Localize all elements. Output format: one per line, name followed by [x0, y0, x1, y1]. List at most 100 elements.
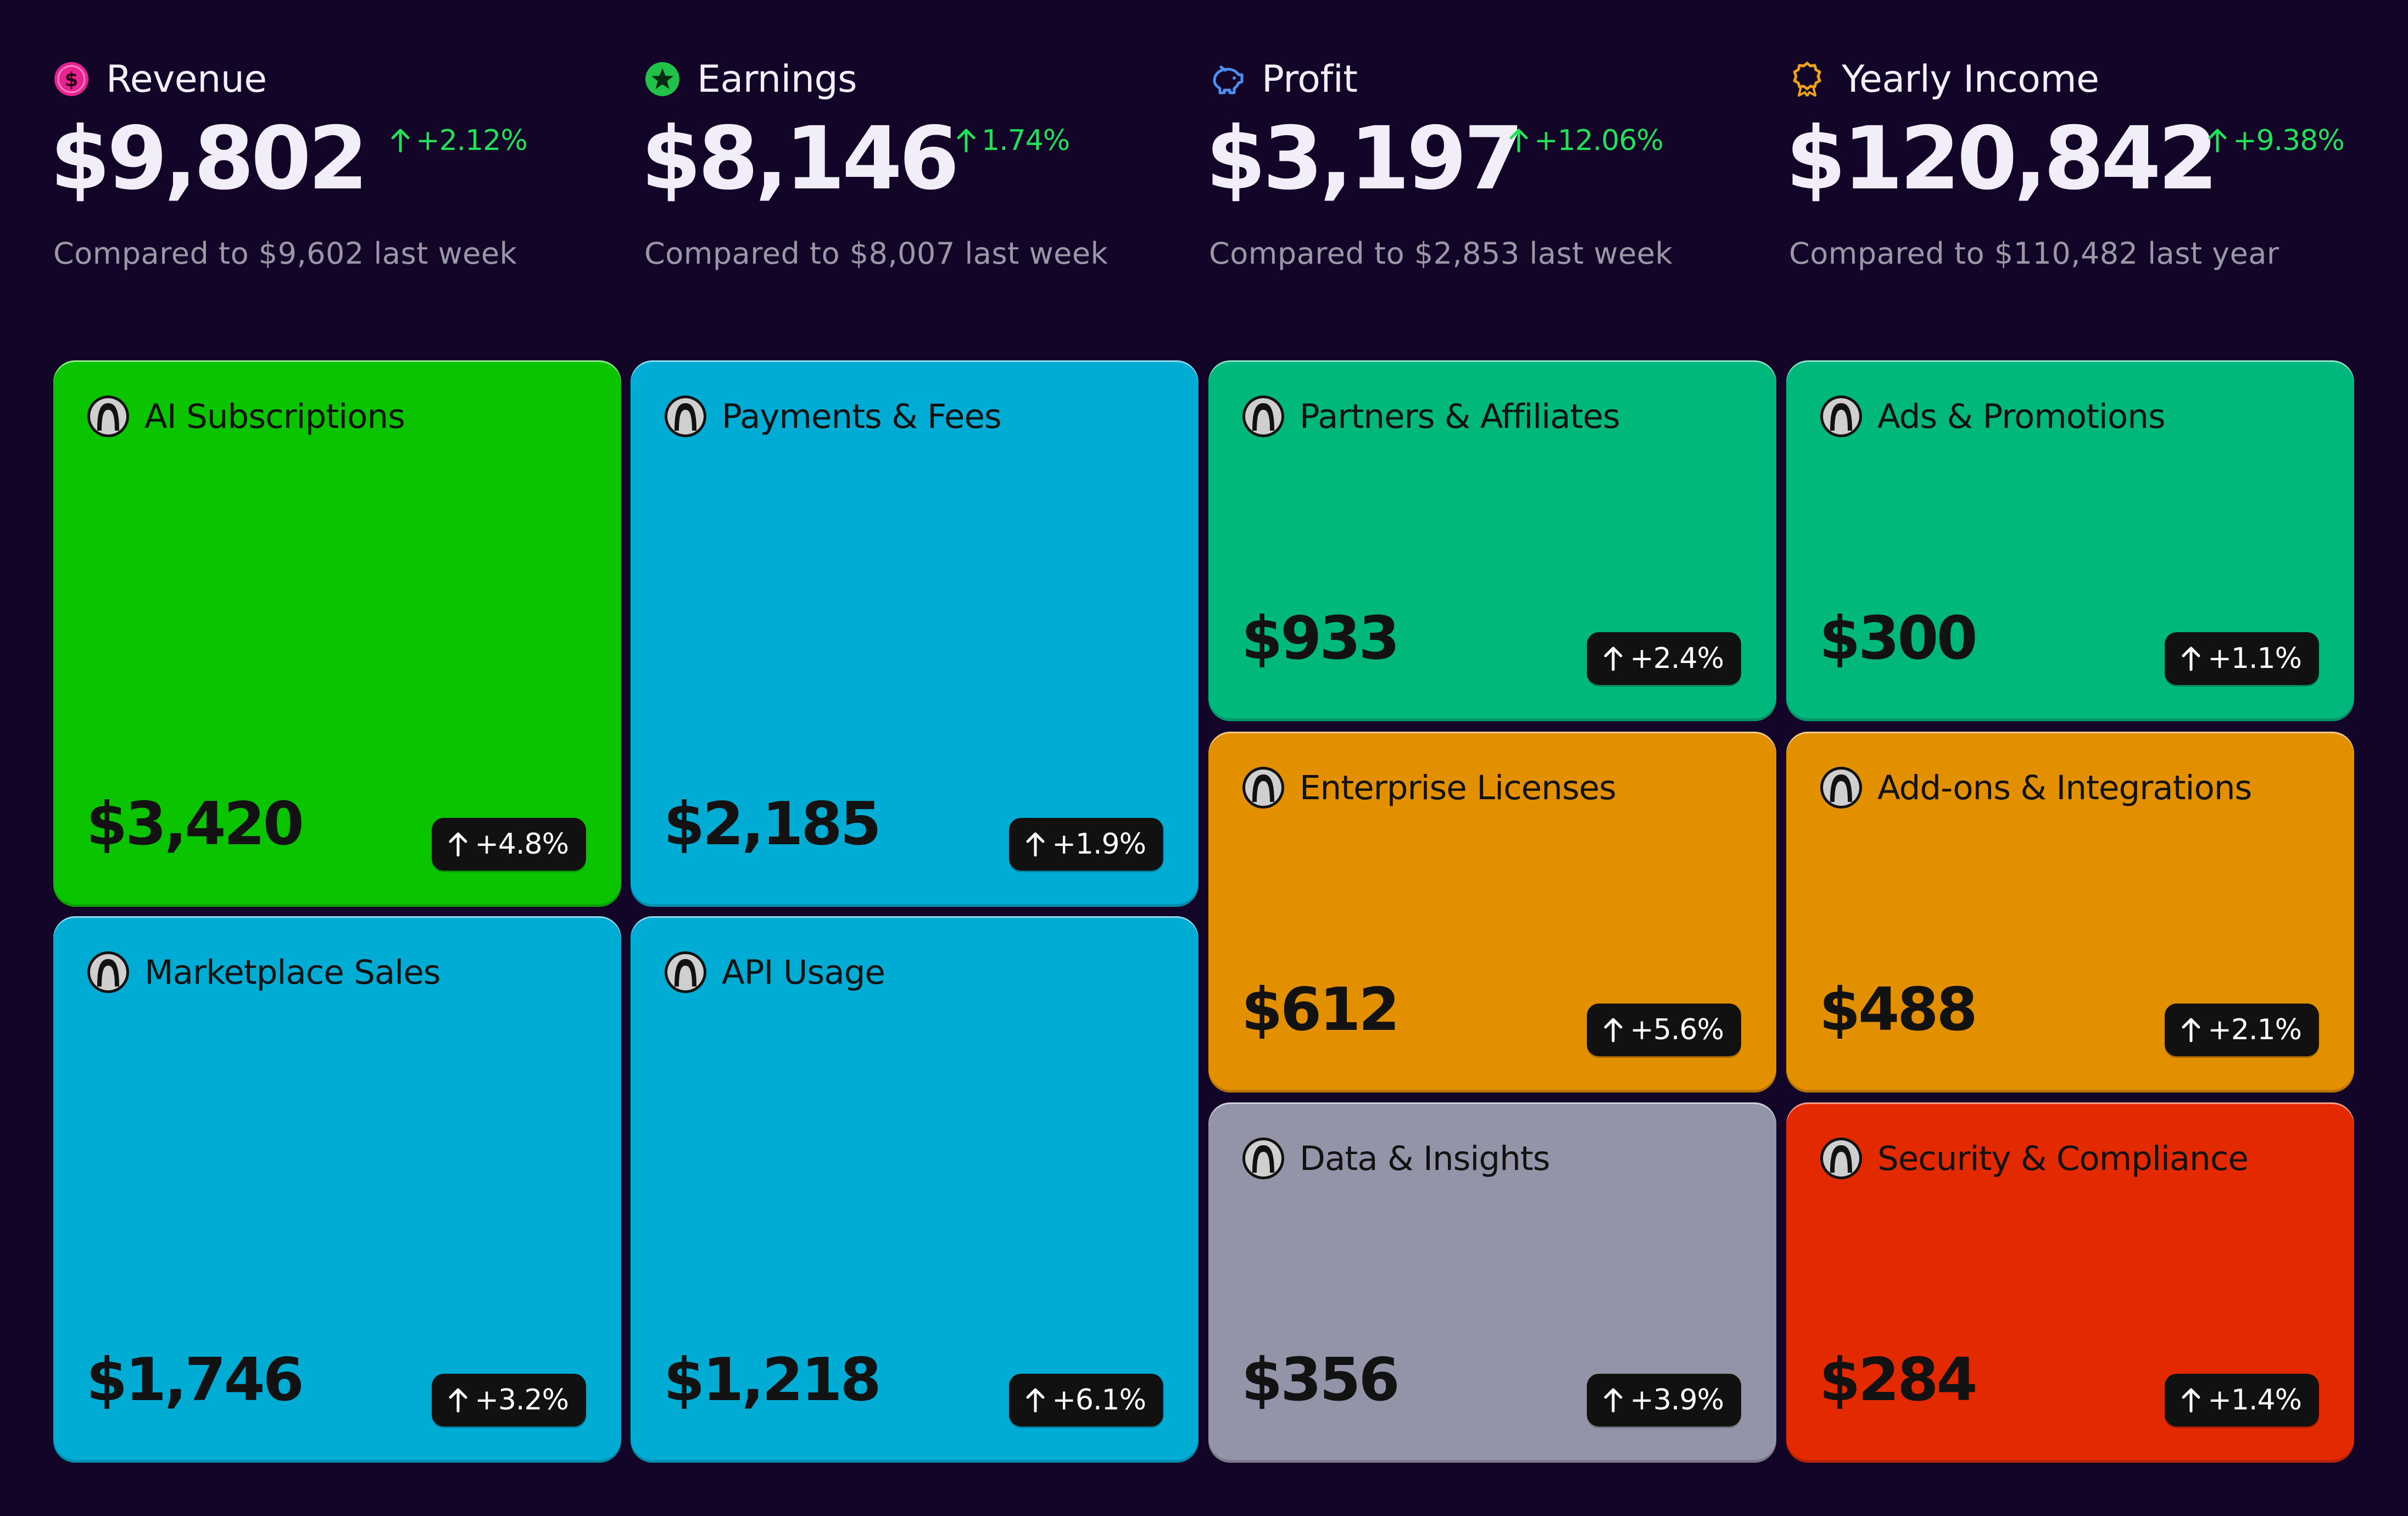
brand-logo-icon	[87, 395, 129, 437]
arrow-up-icon	[2182, 646, 2200, 671]
tile-payments-fees[interactable]: Payments & Fees $2,185 +1.9%	[631, 360, 1199, 907]
tile-header: Ads & Promotions	[1819, 394, 2166, 438]
arrow-up-icon	[957, 129, 976, 153]
change-value: +2.1%	[2208, 1013, 2302, 1046]
tile-value: $488	[1819, 976, 1978, 1044]
change-badge: +3.9%	[1587, 1374, 1741, 1426]
tile-header: Partners & Affiliates	[1241, 394, 1620, 438]
tile-title: AI Subscriptions	[144, 397, 405, 436]
brand-logo-icon	[1820, 767, 1862, 809]
kpi-delta-value: +12.06%	[1534, 124, 1664, 157]
kpi-comparison: Compared to $8,007 last week	[644, 236, 1108, 271]
tile-title: Data & Insights	[1300, 1139, 1550, 1178]
tile-value: $300	[1819, 604, 1978, 673]
brand-logo-icon	[665, 395, 706, 437]
brand-logo-icon	[1242, 395, 1284, 437]
tile-value: $933	[1241, 604, 1400, 673]
tile-header: Add-ons & Integrations	[1819, 766, 2252, 810]
brand-logo-icon	[1820, 1138, 1862, 1179]
kpi-header: Yearly Income	[1789, 57, 2099, 101]
change-value: +1.1%	[2208, 642, 2302, 675]
change-badge: +2.4%	[1587, 632, 1741, 685]
tile-value: $612	[1241, 976, 1400, 1044]
tile-header: Payments & Fees	[664, 394, 1002, 438]
kpi-delta: +9.38%	[2206, 124, 2345, 157]
kpi-comparison: Compared to $110,482 last year	[1789, 236, 2279, 271]
kpi-summary-row: $ Revenue $9,802 +2.12% Compared to $9,6…	[0, 0, 2408, 330]
change-badge: +1.9%	[1009, 818, 1163, 871]
kpi-label: Earnings	[697, 57, 857, 101]
arrow-up-icon	[1509, 129, 1528, 153]
tile-header: Marketplace Sales	[86, 950, 441, 994]
change-value: +5.6%	[1630, 1013, 1724, 1046]
tile-title: Payments & Fees	[722, 397, 1002, 436]
tile-title: Security & Compliance	[1877, 1139, 2249, 1178]
change-badge: +1.4%	[2165, 1374, 2319, 1426]
tile-value: $3,420	[86, 790, 304, 859]
arrow-up-icon	[2208, 129, 2227, 153]
arrow-up-icon	[1604, 1018, 1623, 1043]
kpi-delta-value: 1.74%	[982, 124, 1070, 157]
tile-partners-affiliates[interactable]: Partners & Affiliates $933 +2.4%	[1208, 360, 1776, 721]
brand-logo-icon	[1242, 767, 1284, 809]
change-badge: +3.2%	[432, 1374, 586, 1426]
kpi-comparison: Compared to $9,602 last week	[53, 236, 517, 271]
tile-value: $1,218	[664, 1346, 882, 1414]
kpi-delta: +2.12%	[389, 124, 528, 157]
kpi-header: $ Revenue	[53, 57, 267, 101]
change-badge: +6.1%	[1009, 1374, 1163, 1426]
star-badge-icon	[645, 62, 679, 96]
tile-marketplace-sales[interactable]: Marketplace Sales $1,746 +3.2%	[53, 916, 621, 1463]
change-value: +6.1%	[1052, 1384, 1146, 1417]
tile-security-compliance[interactable]: Security & Compliance $284 +1.4%	[1786, 1102, 2354, 1463]
kpi-yearly-income: Yearly Income $120,842 +9.38% Compared t…	[1786, 0, 2382, 308]
kpi-label: Yearly Income	[1842, 57, 2099, 101]
kpi-value: $120,842	[1786, 108, 2219, 209]
arrow-up-icon	[2182, 1388, 2200, 1413]
tile-api-usage[interactable]: API Usage $1,218 +6.1%	[631, 916, 1199, 1463]
kpi-comparison: Compared to $2,853 last week	[1209, 236, 1673, 271]
change-value: +3.2%	[475, 1384, 569, 1417]
change-badge: +5.6%	[1587, 1004, 1741, 1056]
tile-addons-integrations[interactable]: Add-ons & Integrations $488 +2.1%	[1786, 732, 2354, 1093]
tile-title: Add-ons & Integrations	[1877, 768, 2252, 807]
arrow-up-icon	[1026, 832, 1045, 857]
tile-ads-promotions[interactable]: Ads & Promotions $300 +1.1%	[1786, 360, 2354, 721]
tile-value: $1,746	[86, 1346, 304, 1414]
tile-title: Ads & Promotions	[1877, 397, 2166, 436]
tile-title: Enterprise Licenses	[1300, 768, 1617, 807]
piggy-bank-icon	[1213, 65, 1244, 94]
tile-value: $284	[1819, 1346, 1978, 1414]
kpi-earnings: Earnings $8,146 1.74% Compared to $8,007…	[641, 0, 1194, 308]
tile-header: Data & Insights	[1241, 1136, 1550, 1180]
kpi-value: $9,802	[50, 108, 369, 209]
arrow-up-icon	[1026, 1388, 1045, 1413]
change-badge: +1.1%	[2165, 632, 2319, 685]
arrow-up-icon	[449, 1388, 467, 1413]
brand-logo-icon	[87, 951, 129, 993]
kpi-revenue: $ Revenue $9,802 +2.12% Compared to $9,6…	[50, 0, 603, 308]
tile-title: Marketplace Sales	[144, 952, 441, 992]
kpi-delta: 1.74%	[955, 124, 1070, 157]
arrow-up-icon	[1604, 646, 1623, 671]
tile-header: Security & Compliance	[1819, 1136, 2249, 1180]
arrow-up-icon	[2182, 1018, 2200, 1043]
tile-ai-subscriptions[interactable]: AI Subscriptions $3,420 +4.8%	[53, 360, 621, 907]
tile-title: Partners & Affiliates	[1300, 397, 1620, 436]
kpi-label: Revenue	[106, 57, 267, 101]
tile-value: $356	[1241, 1346, 1400, 1414]
change-value: +1.4%	[2208, 1384, 2302, 1417]
brand-logo-icon	[1820, 395, 1862, 437]
tile-enterprise-licenses[interactable]: Enterprise Licenses $612 +5.6%	[1208, 732, 1776, 1093]
brand-logo-icon	[1242, 1138, 1284, 1179]
arrow-up-icon	[1604, 1388, 1623, 1413]
kpi-profit: Profit $3,197 +12.06% Compared to $2,853…	[1206, 0, 1758, 308]
kpi-delta-value: +9.38%	[2233, 124, 2345, 157]
arrow-up-icon	[449, 832, 467, 857]
arrow-up-icon	[391, 129, 410, 153]
tile-title: API Usage	[722, 952, 885, 992]
tile-header: API Usage	[664, 950, 885, 994]
svg-text:$: $	[64, 69, 78, 91]
brand-logo-icon	[665, 951, 706, 993]
tile-data-insights[interactable]: Data & Insights $356 +3.9%	[1208, 1102, 1776, 1463]
